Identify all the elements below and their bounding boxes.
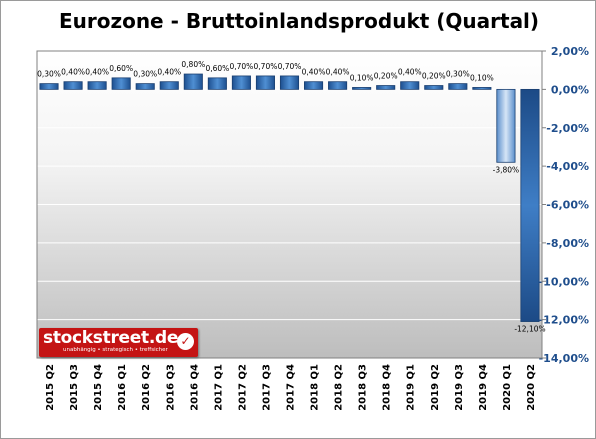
bar — [63, 81, 83, 90]
y-tick-label: -8,00% — [546, 237, 589, 250]
logo-tagline: unabhängig • strategisch • treffsicher — [63, 347, 168, 353]
y-tick-label: -4,00% — [546, 160, 589, 173]
data-label: -3,80% — [493, 165, 520, 174]
data-label: 0,20% — [374, 72, 398, 81]
x-tick-label: 2019 Q3 — [454, 364, 465, 411]
bar — [135, 83, 155, 90]
data-label: 0,20% — [422, 72, 446, 81]
data-label: 0,30% — [446, 70, 470, 79]
x-tick-label: 2016 Q3 — [165, 364, 176, 411]
x-tick-label: 2015 Q3 — [69, 364, 80, 411]
data-label: 0,40% — [85, 68, 109, 77]
data-label: -12,10% — [514, 325, 545, 334]
bar — [87, 81, 107, 90]
y-tick-label: -12,00% — [539, 314, 589, 327]
bar — [207, 77, 227, 90]
bar — [111, 77, 131, 90]
x-tick-label: 2020 Q1 — [502, 364, 513, 411]
bar — [424, 85, 444, 90]
x-tick-label: 2017 Q1 — [213, 364, 224, 411]
logo-name: stockstreet.de — [43, 328, 179, 348]
x-tick-label: 2019 Q2 — [430, 364, 441, 411]
y-tick-label: -2,00% — [546, 122, 589, 135]
data-label: 0,40% — [302, 68, 326, 77]
data-label: 0,70% — [278, 62, 302, 71]
data-label: 0,30% — [37, 70, 61, 79]
x-tick-label: 2019 Q1 — [406, 364, 417, 411]
x-tick-label: 2017 Q3 — [261, 364, 272, 411]
data-label: 0,60% — [205, 64, 229, 73]
check-circle-icon: ✓ — [177, 333, 194, 350]
x-tick-label: 2020 Q2 — [526, 364, 537, 411]
data-label: 0,40% — [61, 68, 85, 77]
y-tick-label: -14,00% — [539, 352, 589, 365]
data-label: 0,40% — [398, 68, 422, 77]
y-tick-label: 2,00% — [551, 45, 589, 58]
bar — [328, 81, 348, 90]
chart-title: Eurozone - Bruttoinlandsprodukt (Quartal… — [58, 9, 540, 33]
bar — [159, 81, 179, 90]
data-label: 0,40% — [326, 68, 350, 77]
bar — [304, 81, 324, 90]
x-tick-label: 2017 Q2 — [237, 364, 248, 411]
bar — [183, 73, 203, 90]
data-label: 0,30% — [133, 70, 157, 79]
bar — [279, 75, 300, 90]
x-tick-label: 2018 Q3 — [358, 364, 369, 411]
bar — [496, 88, 516, 163]
data-label: 0,60% — [109, 64, 133, 73]
x-tick-label: 2016 Q2 — [141, 364, 152, 411]
data-label: 0,70% — [254, 62, 278, 71]
x-tick-label: 2019 Q4 — [478, 364, 489, 411]
bar — [376, 85, 396, 90]
stockstreet-logo: stockstreet.de unabhängig • strategisch … — [39, 328, 198, 357]
bar — [231, 75, 251, 90]
bar — [255, 75, 275, 90]
y-tick-label: 0,00% — [551, 83, 589, 96]
x-tick-label: 2018 Q2 — [334, 364, 345, 411]
x-tick-label: 2015 Q4 — [93, 364, 104, 411]
x-tick-label: 2016 Q1 — [117, 364, 128, 411]
bar — [448, 83, 468, 90]
bar — [472, 87, 492, 90]
bar — [39, 83, 59, 90]
data-label: 0,80% — [181, 60, 205, 69]
x-tick-label: 2015 Q2 — [45, 364, 56, 411]
y-tick-label: -10,00% — [539, 275, 589, 288]
x-tick-label: 2017 Q4 — [286, 364, 297, 411]
data-label: 0,10% — [470, 73, 494, 82]
x-tick-label: 2018 Q4 — [382, 364, 393, 411]
bar — [400, 81, 420, 90]
data-label: 0,70% — [229, 62, 253, 71]
data-label: 0,10% — [350, 73, 374, 82]
x-tick-label: 2016 Q4 — [189, 364, 200, 411]
bar — [520, 88, 540, 322]
data-label: 0,40% — [157, 68, 181, 77]
bar — [352, 87, 372, 90]
y-tick-label: -6,00% — [546, 199, 589, 212]
plot-border — [36, 50, 543, 359]
x-tick-label: 2018 Q1 — [310, 364, 321, 411]
